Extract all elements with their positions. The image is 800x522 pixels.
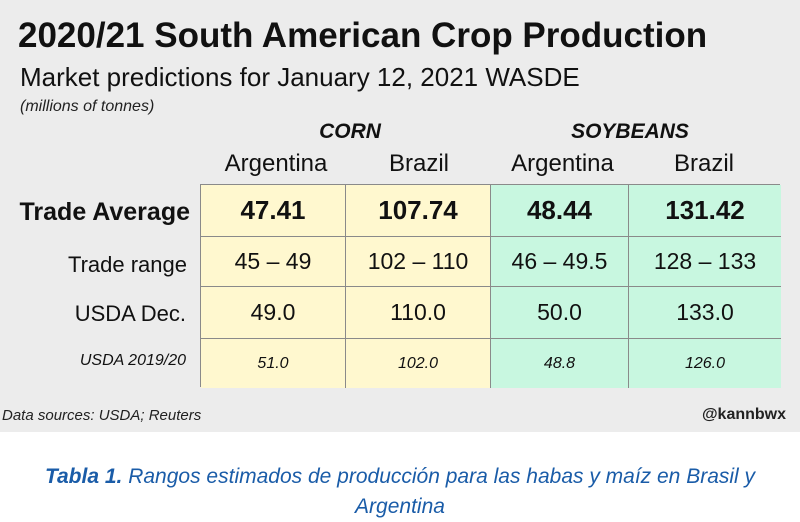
data-table: 47.41 107.74 48.44 131.42 45 – 49 102 – … (200, 184, 781, 388)
table-cell: 49.0 (201, 287, 346, 339)
table-cell: 51.0 (201, 339, 346, 388)
column-header-corn-brazil: Brazil (388, 150, 449, 177)
table-cell: 110.0 (346, 287, 491, 339)
table-cell: 107.74 (346, 185, 491, 237)
table-cell: 102 – 110 (346, 237, 491, 287)
units-label: (millions of tonnes) (20, 98, 155, 115)
table-cell: 126.0 (629, 339, 781, 388)
table-cell: 128 – 133 (629, 237, 781, 287)
column-header-soybeans-argentina: Argentina (511, 150, 614, 177)
column-header-corn-argentina: Argentina (224, 150, 328, 177)
group-header-corn: CORN (319, 120, 381, 143)
row-label-trade-average: Trade Average (19, 198, 190, 226)
caption-text: Rangos estimados de producción para las … (122, 465, 756, 518)
table-cell: 46 – 49.5 (491, 237, 629, 287)
chart-title: 2020/21 South American Crop Production (18, 16, 708, 55)
caption-label: Tabla 1. (44, 465, 123, 488)
table-cell: 45 – 49 (201, 237, 346, 287)
table-cell: 102.0 (346, 339, 491, 388)
row-label-usda-2019-20: USDA 2019/20 (79, 352, 186, 369)
table-cell: 48.44 (491, 185, 629, 237)
author-credit: @kannbwx (701, 406, 786, 423)
table-cell: 47.41 (201, 185, 346, 237)
figure-caption: Tabla 1. Rangos estimados de producción … (0, 462, 800, 522)
group-header-soybeans: SOYBEANS (571, 120, 689, 143)
table-cell: 133.0 (629, 287, 781, 339)
row-label-usda-dec: USDA Dec. (74, 301, 186, 326)
table-cell: 48.8 (491, 339, 629, 388)
chart-subtitle: Market predictions for January 12, 2021 … (20, 62, 580, 92)
row-label-trade-range: Trade range (67, 252, 187, 277)
column-header-soybeans-brazil: Brazil (673, 150, 734, 177)
table-cell: 131.42 (629, 185, 781, 237)
data-source-note: Data sources: USDA; Reuters (2, 407, 202, 424)
chart-panel: 2020/21 South American Crop Production M… (0, 0, 800, 432)
table-cell: 50.0 (491, 287, 629, 339)
